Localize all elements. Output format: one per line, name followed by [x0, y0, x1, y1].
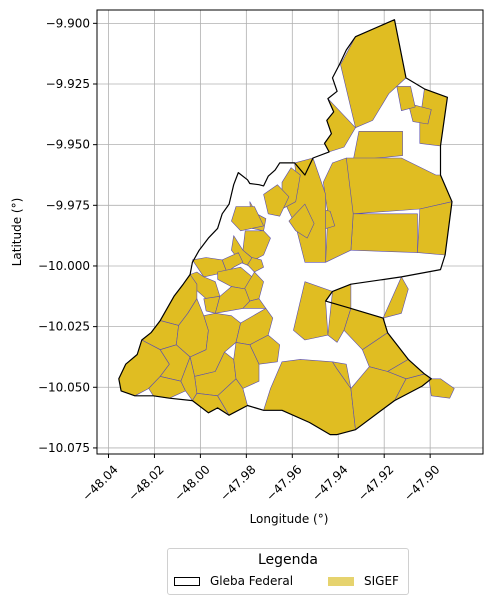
sigef-parcel-12 — [288, 203, 315, 239]
x-tick-label-5: −47.94 — [309, 462, 350, 503]
sigef-parcel-16 — [231, 206, 264, 232]
y-tick-label-6: −10.050 — [38, 380, 90, 394]
legend: Legenda Gleba Federal SIGEF — [167, 548, 409, 595]
legend-title: Legenda — [257, 552, 318, 568]
y-axis-ticks: −9.900 −9.925 −9.950 −9.975 −10.000 −10.025 −1… — [38, 16, 97, 455]
x-tick-label-2: −48.00 — [171, 462, 212, 503]
y-tick-label-1: −9.925 — [46, 77, 90, 91]
sigef-parcel-8 — [350, 213, 418, 253]
sigef-parcel-19 — [247, 257, 264, 273]
y-tick-label-5: −10.025 — [38, 320, 90, 334]
x-tick-label-0: −48.04 — [80, 462, 121, 503]
y-tick-label-2: −9.950 — [46, 138, 90, 152]
x-axis-ticks: −48.04 −48.02 −48.00 −47.98 −47.96 −47.94 −47.… — [80, 454, 443, 504]
legend-swatch-gleba — [174, 576, 200, 586]
gleba-federal-boundary — [118, 19, 453, 436]
y-tick-label-0: −9.900 — [46, 16, 90, 30]
legend-label-gleba: Gleba Federal — [210, 574, 294, 588]
x-axis-label: Longitude (°) — [250, 512, 329, 526]
plot-frame — [96, 9, 484, 455]
legend-swatch-sigef — [328, 576, 354, 586]
sigef-parcel-35 — [233, 342, 260, 389]
sigef-parcel-5 — [396, 86, 416, 111]
legend-entry-sigef: SIGEF — [328, 574, 399, 588]
x-tick-label-3: −47.98 — [217, 462, 258, 503]
sigef-parcel-50 — [382, 276, 409, 319]
x-tick-label-7: −47.90 — [401, 462, 442, 503]
y-tick-label-7: −10.075 — [38, 441, 90, 455]
sigef-parcel-52 — [428, 378, 455, 399]
sigef-parcel-7 — [417, 201, 453, 256]
legend-entry-gleba: Gleba Federal — [174, 574, 293, 588]
y-tick-label-4: −10.000 — [38, 259, 90, 273]
y-tick-label-3: −9.975 — [46, 198, 90, 212]
y-axis-label: Latitude (°) — [10, 198, 24, 267]
sigef-layer — [118, 19, 455, 435]
gleba-federal-outline — [118, 19, 453, 436]
legend-label-sigef: SIGEF — [364, 574, 399, 588]
x-tick-label-6: −47.92 — [355, 462, 396, 503]
sigef-parcel-9 — [322, 157, 354, 263]
sigef-parcel-33 — [249, 334, 281, 365]
sigef-parcel-4 — [407, 103, 432, 125]
x-tick-label-1: −48.02 — [125, 462, 166, 503]
sigef-parcel-2 — [352, 131, 403, 161]
sigef-parcel-41 — [217, 378, 248, 416]
x-tick-label-4: −47.96 — [263, 462, 304, 503]
sigef-parcel-14 — [263, 184, 290, 217]
